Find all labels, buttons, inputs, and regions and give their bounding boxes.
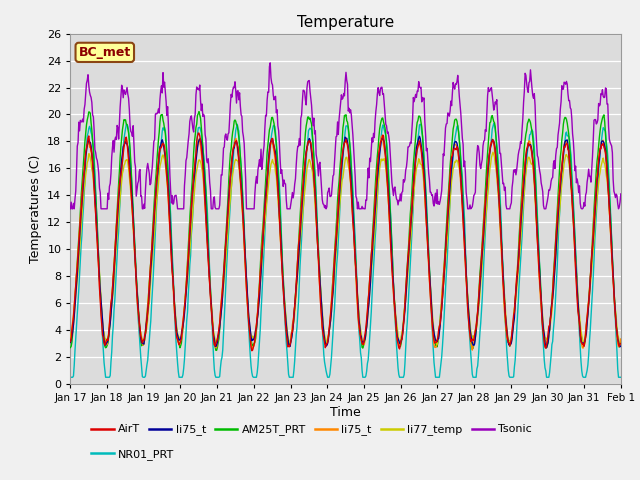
Legend: NR01_PRT: NR01_PRT	[87, 444, 179, 464]
Title: Temperature: Temperature	[297, 15, 394, 30]
Y-axis label: Temperatures (C): Temperatures (C)	[29, 155, 42, 263]
X-axis label: Time: Time	[330, 406, 361, 419]
Text: BC_met: BC_met	[79, 46, 131, 59]
